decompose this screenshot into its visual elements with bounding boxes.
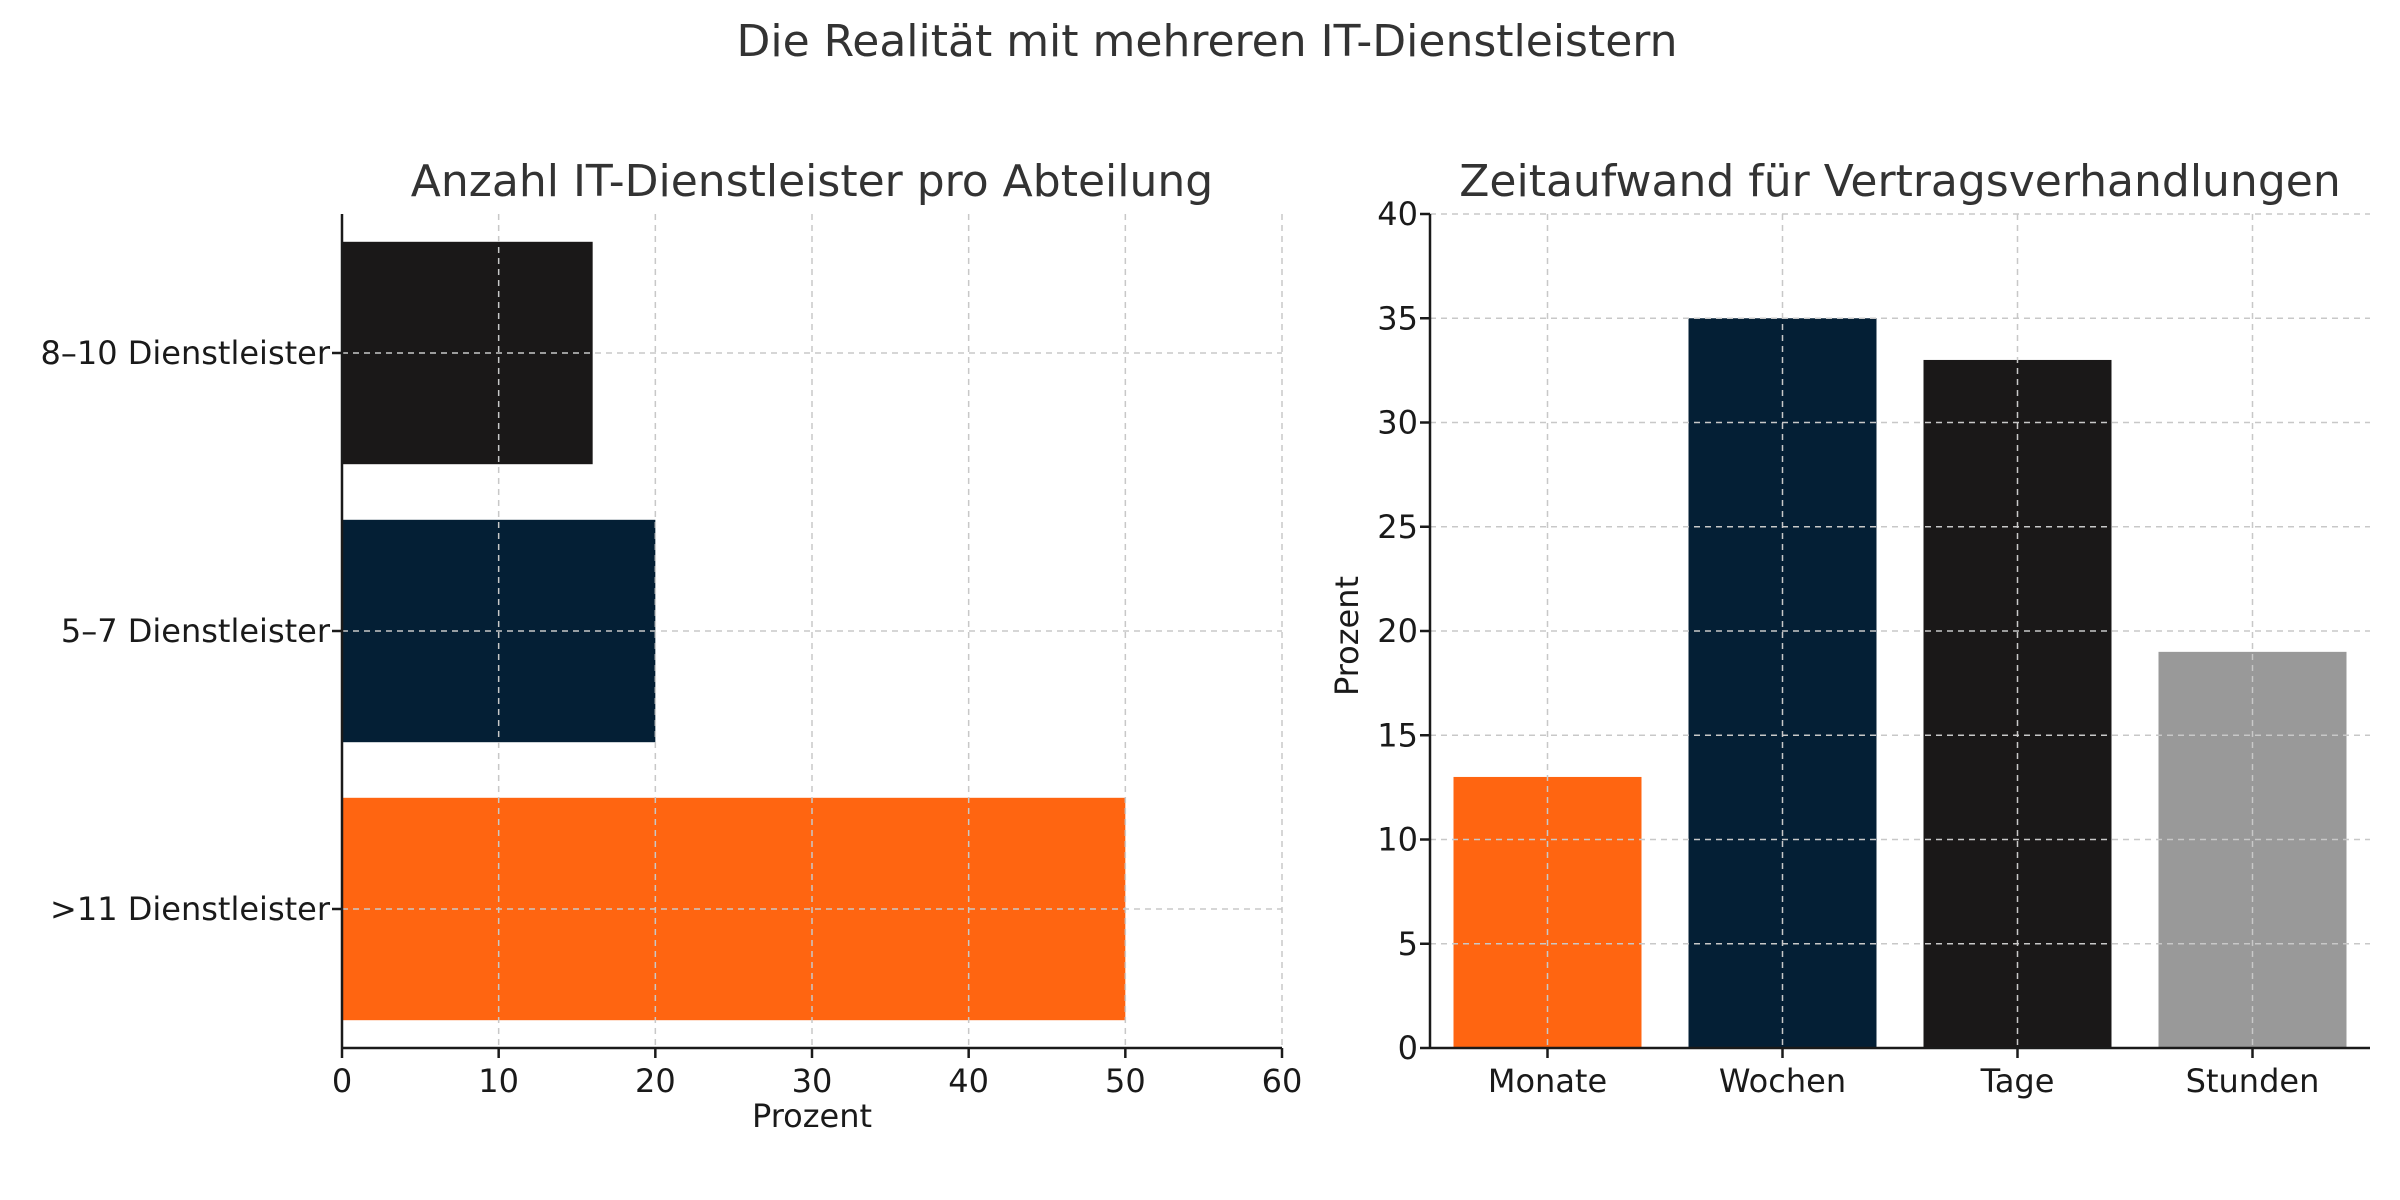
y-tick-label: 8–10 Dienstleister xyxy=(41,334,331,372)
x-tick-label: 50 xyxy=(1105,1062,1146,1100)
x-tick-label: 20 xyxy=(635,1062,676,1100)
y-tick-label: 15 xyxy=(1377,716,1418,754)
y-tick-label: 5–7 Dienstleister xyxy=(61,612,331,650)
chart-vendors-per-department: Anzahl IT-Dienstleister pro Abteilung Pr… xyxy=(41,156,1303,1135)
y-tick-label: 0 xyxy=(1398,1029,1418,1067)
y-tick-label: 5 xyxy=(1398,925,1418,963)
chart-left-title: Anzahl IT-Dienstleister pro Abteilung xyxy=(411,156,1213,207)
x-tick-label: 10 xyxy=(478,1062,519,1100)
y-tick-label: 30 xyxy=(1377,404,1418,442)
chart-right-bars xyxy=(1453,318,2347,1048)
y-tick-label: 25 xyxy=(1377,508,1418,546)
x-tick-label: Wochen xyxy=(1719,1062,1846,1100)
chart-left-axes: 8–10 Dienstleister 5–7 Dienstleister >11 D… xyxy=(41,214,1303,1100)
chart-left-xlabel: Prozent xyxy=(752,1097,872,1135)
x-tick-label: 0 xyxy=(332,1062,352,1100)
y-tick-label: 20 xyxy=(1377,612,1418,650)
x-tick-label: 60 xyxy=(1262,1062,1303,1100)
x-tick-label: Tage xyxy=(1980,1062,2055,1100)
figure-suptitle: Die Realität mit mehreren IT-Dienstleist… xyxy=(737,16,1678,67)
x-tick-label: 40 xyxy=(948,1062,989,1100)
x-tick-label: Monate xyxy=(1488,1062,1607,1100)
x-tick-label: Stunden xyxy=(2186,1062,2320,1100)
x-tick-label: 30 xyxy=(792,1062,833,1100)
bar-stunden xyxy=(2158,651,2347,1048)
y-tick-label: 35 xyxy=(1377,299,1418,337)
y-tick-label: 40 xyxy=(1377,195,1418,233)
y-tick-label: 10 xyxy=(1377,821,1418,859)
chart-right-ylabel: Prozent xyxy=(1328,576,1366,696)
chart-right-title: Zeitaufwand für Vertragsverhandlungen xyxy=(1459,156,2340,207)
chart-right-axes: 0 5 10 15 20 25 30 35 40 Monate Wochen Tage Stunden xyxy=(1377,195,2370,1100)
chart-negotiation-time: Zeitaufwand für Vertragsverhandlungen Pr… xyxy=(1328,156,2370,1100)
y-tick-label: >11 Dienstleister xyxy=(50,890,331,928)
